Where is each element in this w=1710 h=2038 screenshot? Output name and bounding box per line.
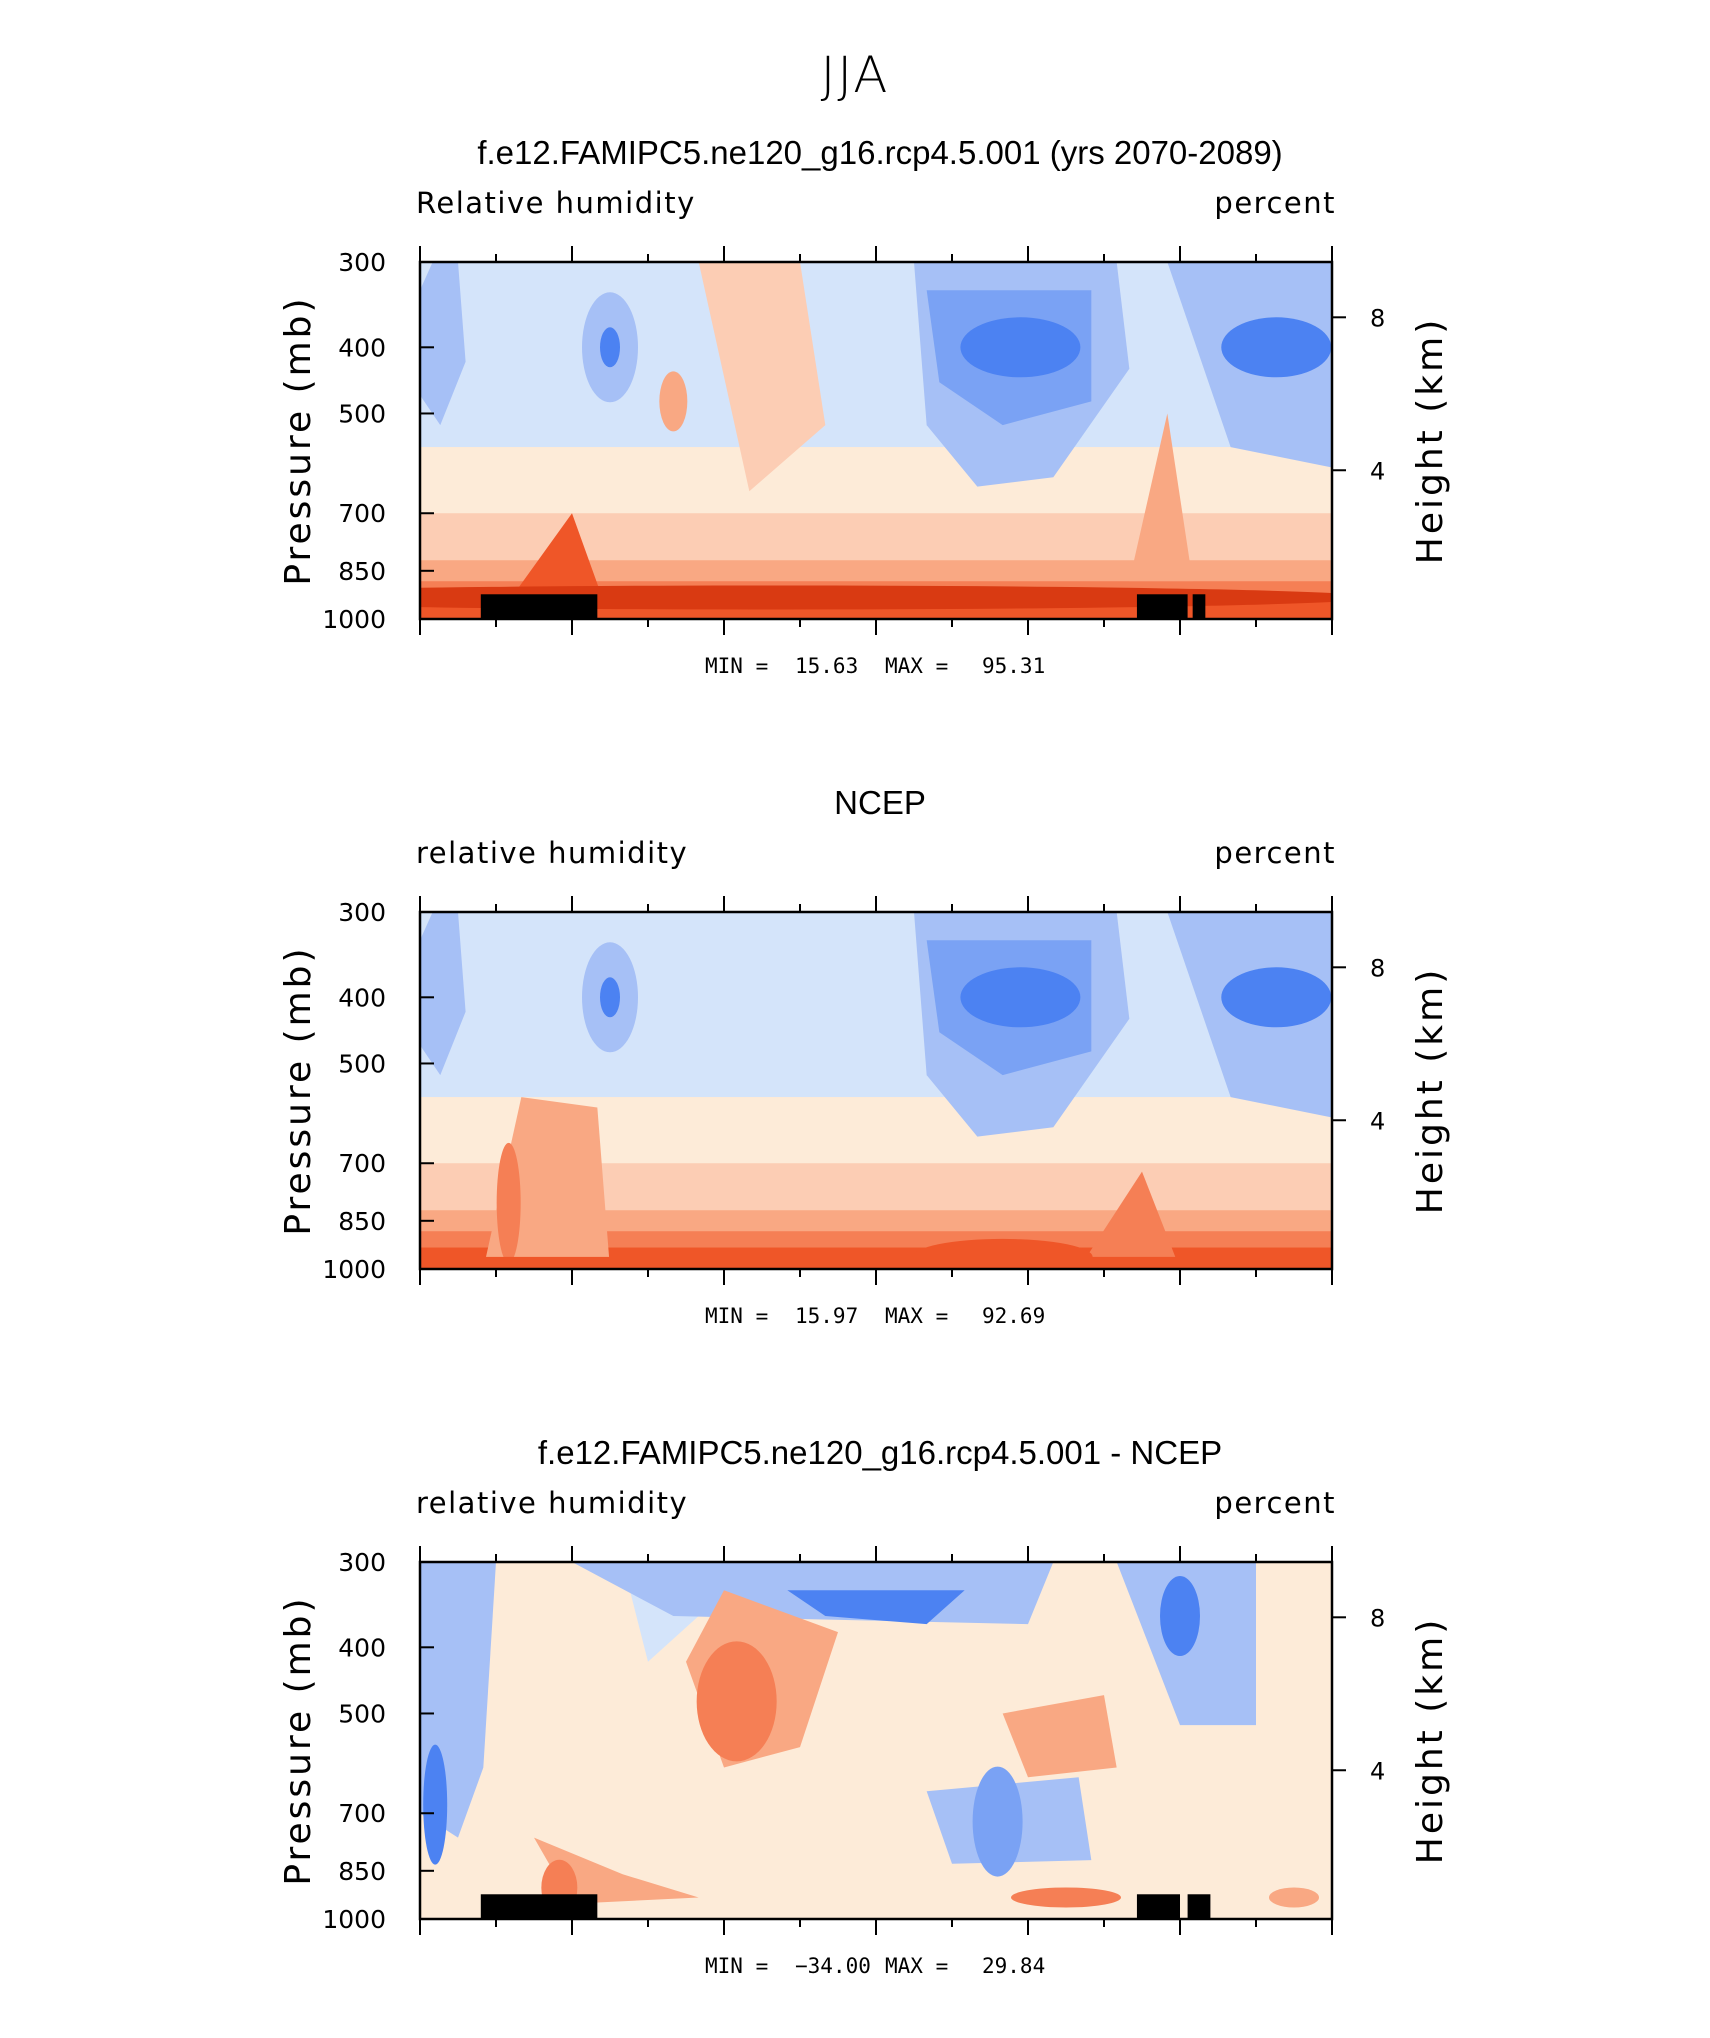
contour-region bbox=[420, 912, 466, 1076]
contour-band bbox=[420, 447, 1332, 514]
contour-region bbox=[1002, 1695, 1117, 1778]
topography bbox=[1136, 594, 1188, 619]
y-tick-label: 500 bbox=[338, 1049, 386, 1078]
units-label: percent bbox=[1214, 186, 1336, 220]
min-value: 15.97 bbox=[795, 1304, 859, 1328]
y-tick-label: 500 bbox=[338, 1699, 386, 1728]
units-label: percent bbox=[1214, 836, 1336, 870]
contour-fill bbox=[420, 262, 1332, 619]
y-tick-label: 700 bbox=[338, 499, 386, 528]
contour-band bbox=[420, 560, 1332, 582]
contour-region bbox=[1160, 1576, 1200, 1657]
contour-region bbox=[960, 967, 1081, 1028]
y2-tick-label: 4 bbox=[1370, 1757, 1385, 1785]
min-label: MIN = bbox=[705, 654, 769, 678]
contour-fill bbox=[420, 912, 1332, 1269]
variable-label: relative humidity bbox=[416, 1486, 689, 1520]
topography bbox=[480, 594, 598, 619]
contour-region bbox=[1011, 1887, 1121, 1908]
min-label: MIN = bbox=[705, 1954, 769, 1978]
y2-tick-label: 8 bbox=[1370, 304, 1385, 332]
contour-region bbox=[496, 1142, 521, 1263]
max-value: 29.84 bbox=[982, 1954, 1046, 1978]
topography bbox=[1136, 1894, 1180, 1919]
min-value: 15.63 bbox=[795, 654, 859, 678]
panel-title: NCEP bbox=[834, 784, 926, 821]
y-axis-title: Pressure (mb) bbox=[278, 1595, 319, 1885]
units-label: percent bbox=[1214, 1486, 1336, 1520]
y-tick-label: 300 bbox=[338, 898, 386, 927]
max-label: MAX = bbox=[885, 1954, 949, 1978]
max-value: 92.69 bbox=[982, 1304, 1046, 1328]
y2-tick-label: 4 bbox=[1370, 457, 1385, 485]
contour-region bbox=[698, 262, 826, 492]
contour-region bbox=[1078, 1171, 1180, 1269]
y2-axis-title: Height (km) bbox=[1410, 317, 1451, 564]
contour-band bbox=[420, 1256, 1332, 1269]
y-tick-label: 850 bbox=[338, 1857, 386, 1886]
panel-1: f.e12.FAMIPC5.ne120_g16.rcp4.5.001 (yrs … bbox=[0, 0, 1710, 678]
y-tick-label: 400 bbox=[338, 333, 386, 362]
contour-region bbox=[423, 1744, 448, 1865]
page-title: JJA bbox=[820, 46, 890, 104]
min-value: −34.00 bbox=[795, 1954, 871, 1978]
contour-chart: 300400500700850100084060E120E180120W60WP… bbox=[278, 1546, 1451, 1935]
contour-region bbox=[659, 371, 688, 432]
y-tick-label: 400 bbox=[338, 983, 386, 1012]
contour-region bbox=[420, 585, 1332, 610]
panel-2: NCEP relative humidity percent MIN = 15.97 MA… bbox=[0, 650, 1710, 1328]
contour-region bbox=[787, 1590, 965, 1625]
topography bbox=[1192, 594, 1206, 619]
max-value: 95.31 bbox=[982, 654, 1046, 678]
y-tick-label: 850 bbox=[338, 557, 386, 586]
y-tick-label: 1000 bbox=[322, 1255, 386, 1284]
y2-tick-label: 8 bbox=[1370, 954, 1385, 982]
contour-region bbox=[1269, 1887, 1319, 1908]
y-tick-label: 500 bbox=[338, 399, 386, 428]
y-tick-label: 1000 bbox=[322, 1905, 386, 1934]
y-tick-label: 700 bbox=[338, 1799, 386, 1828]
plot-area: 300400500700850100084060E120E180120W60WP… bbox=[278, 246, 1451, 635]
y-tick-label: 300 bbox=[338, 248, 386, 277]
contour-region bbox=[972, 1766, 1023, 1877]
contour-band bbox=[420, 1210, 1332, 1232]
contour-region bbox=[1221, 967, 1332, 1028]
panel-3: f.e12.FAMIPC5.ne120_g16.rcp4.5.001 - NCE… bbox=[0, 1300, 1710, 1978]
variable-label: relative humidity bbox=[416, 836, 689, 870]
contour-region bbox=[960, 317, 1081, 378]
contour-region bbox=[1221, 317, 1332, 378]
y2-tick-label: 4 bbox=[1370, 1107, 1385, 1135]
plot-area: 300400500700850100084060E120E180120W60WP… bbox=[278, 1546, 1451, 1935]
min-label: MIN = bbox=[705, 1304, 769, 1328]
contour-chart: 300400500700850100084060E120E180120W60WP… bbox=[278, 896, 1451, 1285]
y-tick-label: 1000 bbox=[322, 605, 386, 634]
y-axis-title: Pressure (mb) bbox=[278, 295, 319, 585]
contour-chart: 300400500700850100084060E120E180120W60WP… bbox=[278, 246, 1451, 635]
topography bbox=[1187, 1894, 1211, 1919]
max-label: MAX = bbox=[885, 1304, 949, 1328]
max-label: MAX = bbox=[885, 654, 949, 678]
topography bbox=[480, 1894, 598, 1919]
y-tick-label: 300 bbox=[338, 1548, 386, 1577]
panel-title: f.e12.FAMIPC5.ne120_g16.rcp4.5.001 (yrs … bbox=[477, 134, 1283, 171]
variable-label: Relative humidity bbox=[416, 186, 696, 220]
y-tick-label: 850 bbox=[338, 1207, 386, 1236]
y-tick-label: 400 bbox=[338, 1633, 386, 1662]
contour-fill bbox=[420, 1562, 1332, 1919]
contour-region bbox=[600, 977, 620, 1018]
contour-region bbox=[1129, 413, 1193, 582]
contour-region bbox=[420, 262, 466, 426]
plot-area: 300400500700850100084060E120E180120W60WP… bbox=[278, 896, 1451, 1285]
y-axis-title: Pressure (mb) bbox=[278, 945, 319, 1235]
y-tick-label: 700 bbox=[338, 1149, 386, 1178]
panel-title: f.e12.FAMIPC5.ne120_g16.rcp4.5.001 - NCE… bbox=[537, 1434, 1223, 1471]
y2-axis-title: Height (km) bbox=[1410, 1617, 1451, 1864]
contour-region bbox=[696, 1641, 777, 1762]
y2-axis-title: Height (km) bbox=[1410, 967, 1451, 1214]
contour-region bbox=[600, 327, 620, 368]
y2-tick-label: 8 bbox=[1370, 1604, 1385, 1632]
